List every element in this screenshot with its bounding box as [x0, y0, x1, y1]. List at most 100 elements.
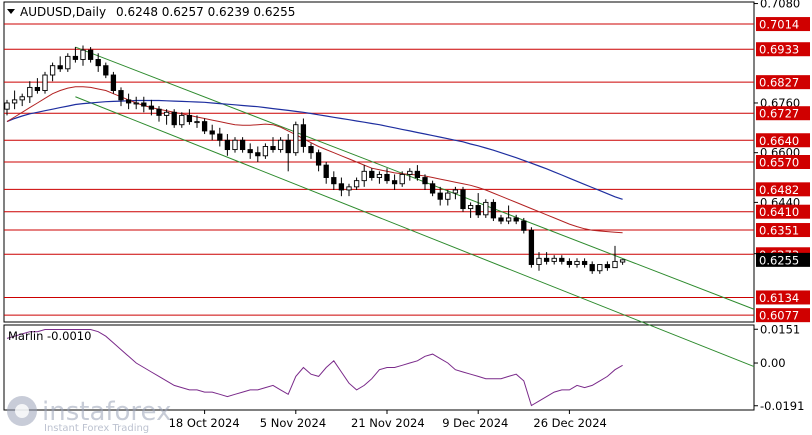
header: AUDUSD,Daily 0.6248 0.6257 0.6239 0.6255	[7, 5, 295, 19]
candle	[528, 227, 535, 268]
candle-body-bear	[528, 229, 535, 265]
support-resistance-levels	[4, 23, 754, 316]
candle-body-bear	[285, 139, 291, 154]
candle	[34, 78, 41, 94]
level-label-box	[756, 42, 810, 57]
x-tick-label: 5 Nov 2024	[260, 416, 326, 430]
candle-body-bear	[209, 130, 215, 135]
candle	[262, 143, 269, 159]
level-label-box	[756, 182, 810, 197]
candle-body-bull	[407, 170, 413, 175]
candle	[49, 62, 56, 82]
candle-body-bull	[42, 74, 48, 91]
candle	[566, 258, 573, 268]
candle	[399, 171, 405, 187]
candle	[232, 137, 238, 153]
candle-body-bull	[27, 86, 33, 98]
candle	[57, 56, 63, 72]
candle-body-bull	[262, 146, 269, 157]
candle	[452, 186, 459, 200]
x-tick-label: 21 Nov 2024	[351, 416, 425, 430]
osc-tick-label: 0.00	[760, 356, 786, 370]
candle	[460, 186, 466, 212]
candle-body-bear	[34, 86, 41, 91]
candle-body-bear	[141, 102, 147, 107]
candle	[376, 171, 383, 184]
candle	[103, 62, 109, 79]
candle-body-bear	[103, 65, 109, 76]
candle	[148, 99, 155, 116]
candle	[475, 193, 481, 218]
candle-body-bear	[224, 139, 231, 151]
oscillator-axis: 0.0151 0.00 -0.0191	[754, 322, 804, 413]
osc-tick-label: 0.0151	[760, 322, 800, 336]
candle	[179, 112, 185, 128]
candle-body-bull	[49, 65, 56, 76]
candle-body-bear	[300, 124, 307, 147]
candle-body-bull	[361, 170, 367, 182]
candle-body-bear	[559, 257, 565, 262]
candle-body-bull	[452, 189, 459, 194]
current-price-box	[756, 252, 810, 267]
candle-body-bull	[11, 99, 18, 104]
candle-body-bear	[255, 152, 261, 157]
candle	[331, 171, 337, 190]
x-tick-label: 26 Dec 2024	[533, 416, 606, 430]
level-label: 0.6933	[759, 43, 799, 57]
candle-body-bear	[581, 260, 588, 265]
time-axis: 18 Oct 2024 5 Nov 2024 21 Nov 2024 9 Dec 20…	[169, 410, 607, 430]
candle	[422, 174, 428, 190]
candle-body-bear	[475, 205, 481, 216]
ma-slow-line	[6, 99, 623, 200]
channel-upper-line	[75, 46, 755, 310]
level-labels: 0.7014 0.6933 0.6827 0.6727 0.6640 0.6570 0.64…	[756, 17, 810, 323]
candle-body-bull	[179, 114, 185, 126]
candle-body-bear	[437, 192, 443, 200]
level-label-box	[756, 308, 810, 323]
candle	[300, 118, 307, 153]
candle	[589, 261, 595, 274]
channel-lower-line	[75, 96, 755, 368]
candle	[224, 134, 231, 156]
ohlc-values: 0.6248 0.6257 0.6239 0.6255	[116, 5, 295, 19]
candle	[574, 258, 580, 268]
candle-body-bull	[467, 205, 474, 210]
current-price-label: 0.6255	[759, 253, 799, 267]
candle	[361, 165, 367, 187]
candle	[559, 255, 565, 265]
candle	[338, 177, 345, 197]
level-label-box	[756, 223, 810, 238]
candle	[186, 109, 193, 125]
candle	[315, 149, 322, 172]
candle-body-bear	[239, 139, 246, 151]
candle-body-bull	[232, 139, 238, 151]
candle-body-bear	[338, 183, 345, 191]
candle-body-bull	[65, 55, 71, 70]
level-label-box	[756, 17, 810, 32]
candle	[118, 87, 124, 107]
symbol-label: AUDUSD,Daily	[20, 5, 106, 19]
candle-body-bull	[163, 111, 170, 116]
candle-body-bear	[217, 133, 223, 141]
candle	[445, 189, 451, 206]
candle-body-bull	[80, 49, 86, 60]
candle	[483, 199, 489, 218]
candle	[429, 180, 436, 197]
candle	[581, 258, 588, 268]
level-label: 0.6134	[759, 291, 799, 305]
candle-body-bear	[543, 257, 550, 262]
dropdown-triangle-icon[interactable]	[7, 9, 15, 14]
candle-body-bear	[384, 173, 390, 182]
candle-body-bear	[186, 114, 193, 123]
candle-body-bull	[19, 96, 25, 101]
candle	[498, 214, 504, 225]
candle	[513, 214, 519, 225]
level-label: 0.6727	[759, 107, 799, 121]
candle	[521, 217, 527, 234]
candle-body-bear	[57, 65, 63, 70]
moving-averages	[6, 86, 623, 234]
candle-body-bear	[308, 146, 314, 154]
candle-body-bull	[619, 259, 626, 263]
